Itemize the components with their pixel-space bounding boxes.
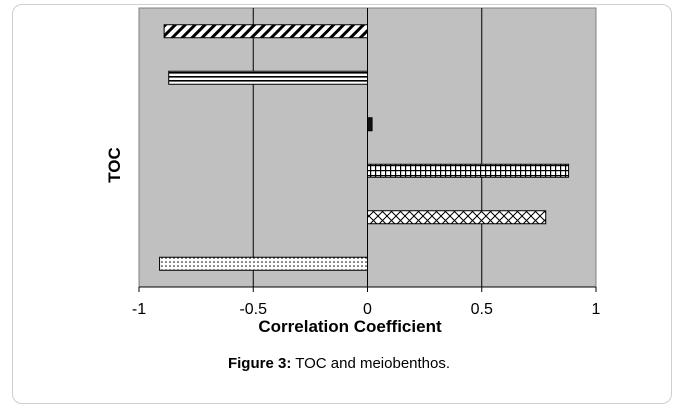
bar-3	[367, 117, 373, 132]
bar-2	[168, 70, 368, 85]
figure-caption: Figure 3: TOC and meiobenthos.	[0, 355, 678, 372]
bar-6	[159, 256, 368, 271]
x-tick-labels: -1 -0.5 0 0.5 1	[132, 301, 601, 318]
caption-text: TOC and meiobenthos.	[291, 355, 451, 372]
caption-label: Figure 3:	[227, 355, 292, 372]
y-axis-label: TOC	[105, 147, 124, 183]
bar-1	[163, 24, 368, 39]
x-tick-label-0: -1	[132, 301, 146, 318]
x-tick-label-4: 1	[592, 301, 601, 318]
bars	[159, 24, 570, 271]
x-tick-label-2: 0	[363, 301, 372, 318]
x-tick-label-1: -0.5	[239, 301, 267, 318]
bar-4	[367, 163, 570, 178]
x-axis-label: Correlation Coefficient	[258, 317, 442, 336]
gridlines	[252, 8, 483, 287]
bar-5	[367, 210, 547, 225]
x-tick-label-3: 0.5	[471, 301, 493, 318]
correlation-bar-chart: -1 -0.5 0 0.5 1 TOC Correlation Coefficient	[105, 7, 601, 336]
x-axis	[138, 286, 597, 292]
